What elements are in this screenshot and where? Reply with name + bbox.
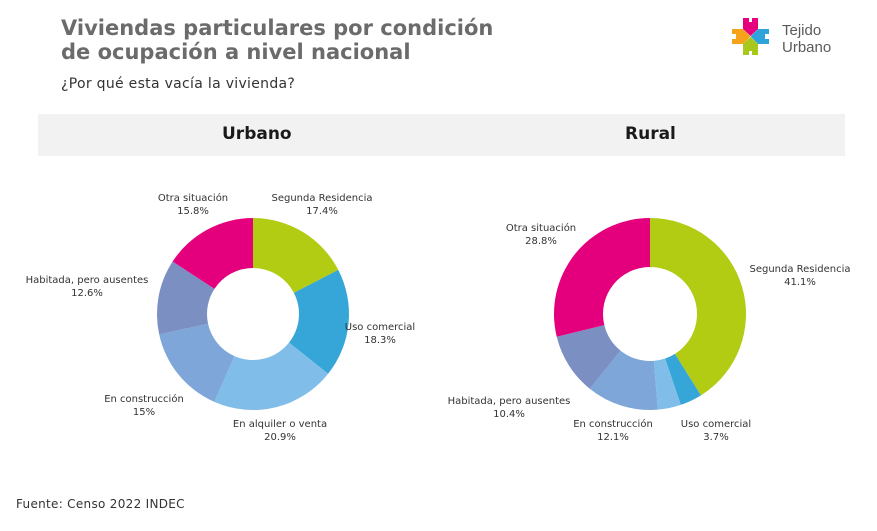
slice-habitada-pero-ausentes: [556, 325, 621, 389]
logo-piece-right: [750, 29, 769, 44]
slice-segunda-residencia: [650, 218, 746, 396]
data-label-value: 17.4%: [306, 206, 338, 217]
slice-en-construcción: [589, 350, 658, 410]
data-label-value: 3.7%: [703, 432, 728, 443]
data-label-value: 28.8%: [525, 236, 557, 247]
data-label-value: 10.4%: [493, 409, 525, 420]
data-label: En alquiler o venta 20.9%: [233, 419, 327, 443]
data-label: En construcción 15%: [104, 393, 184, 418]
data-label-category: Uso comercial: [681, 419, 751, 430]
logo-text-line2: Urbano: [782, 39, 832, 56]
logo-piece-top: [743, 18, 758, 36]
logo-text: Tejido Urbano: [782, 22, 831, 56]
data-label: En construcción 12.1%: [573, 418, 653, 443]
data-label-category: Habitada, pero ausentes: [26, 275, 149, 286]
tejido-urbano-logo: Tejido Urbano: [730, 16, 860, 66]
logo-mark-icon: [732, 18, 769, 55]
page-subtitle: ¿Por qué esta vacía la vivienda?: [61, 76, 296, 92]
data-label-value: 12.1%: [597, 432, 629, 443]
data-label: Segunda Residencia 17.4%: [271, 193, 372, 217]
data-label: Uso comercial 3.7%: [681, 419, 751, 443]
data-label-value: 18.3%: [364, 335, 396, 346]
page-title: Viviendas particulares por condición de …: [61, 16, 494, 64]
slice-uso-comercial: [288, 269, 350, 374]
data-label-category: Segunda Residencia: [749, 264, 850, 275]
data-label-category: Uso comercial: [345, 322, 415, 333]
donut-chart-rural: Segunda Residencia 41.1% Uso comercial 3.7%…: [448, 218, 851, 443]
chart-title-rural: Rural: [625, 124, 676, 144]
chart-title-urbano: Urbano: [222, 124, 292, 144]
source-note: Fuente: Censo 2022 INDEC: [16, 497, 185, 511]
data-label-category: Otra situación: [506, 222, 576, 234]
panel-header-band: [38, 114, 845, 156]
slice-otra-situación: [172, 218, 253, 289]
data-label-value: 15.8%: [177, 206, 209, 217]
data-label-category: Habitada, pero ausentes: [448, 396, 571, 407]
data-label-category: En construcción: [573, 418, 653, 430]
slice-segunda-residencia: [253, 218, 339, 293]
slice-en-alquiler-o-venta: [214, 342, 329, 411]
data-label-value: 12.6%: [71, 288, 103, 299]
slice-en-construcción: [159, 323, 235, 402]
data-label-category: En construcción: [104, 393, 184, 405]
data-label-category: Otra situación: [158, 192, 228, 204]
data-label-value: 15%: [133, 407, 155, 418]
data-label: Uso comercial 18.3%: [345, 322, 415, 346]
data-label-value: 41.1%: [784, 277, 816, 288]
data-label: Habitada, pero ausentes 10.4%: [448, 396, 571, 420]
slice-en-alquiler-o-venta: [653, 358, 681, 410]
data-label-value: 20.9%: [264, 432, 296, 443]
logo-piece-left: [732, 29, 751, 44]
data-label: Segunda Residencia 41.1%: [749, 264, 850, 288]
data-label: Otra situación 28.8%: [506, 222, 576, 247]
data-label-category: En alquiler o venta: [233, 419, 327, 430]
slice-habitada-pero-ausentes: [157, 261, 215, 335]
slice-uso-comercial: [665, 353, 701, 405]
slice-otra-situación: [554, 218, 650, 337]
logo-piece-bottom: [743, 37, 758, 55]
data-label-category: Segunda Residencia: [271, 193, 372, 204]
data-label: Habitada, pero ausentes 12.6%: [26, 275, 149, 299]
donut-chart-urbano: Segunda Residencia 17.4% Uso comercial 18.3…: [26, 192, 416, 443]
data-label: Otra situación 15.8%: [158, 192, 228, 217]
logo-text-line1: Tejido: [782, 22, 822, 39]
